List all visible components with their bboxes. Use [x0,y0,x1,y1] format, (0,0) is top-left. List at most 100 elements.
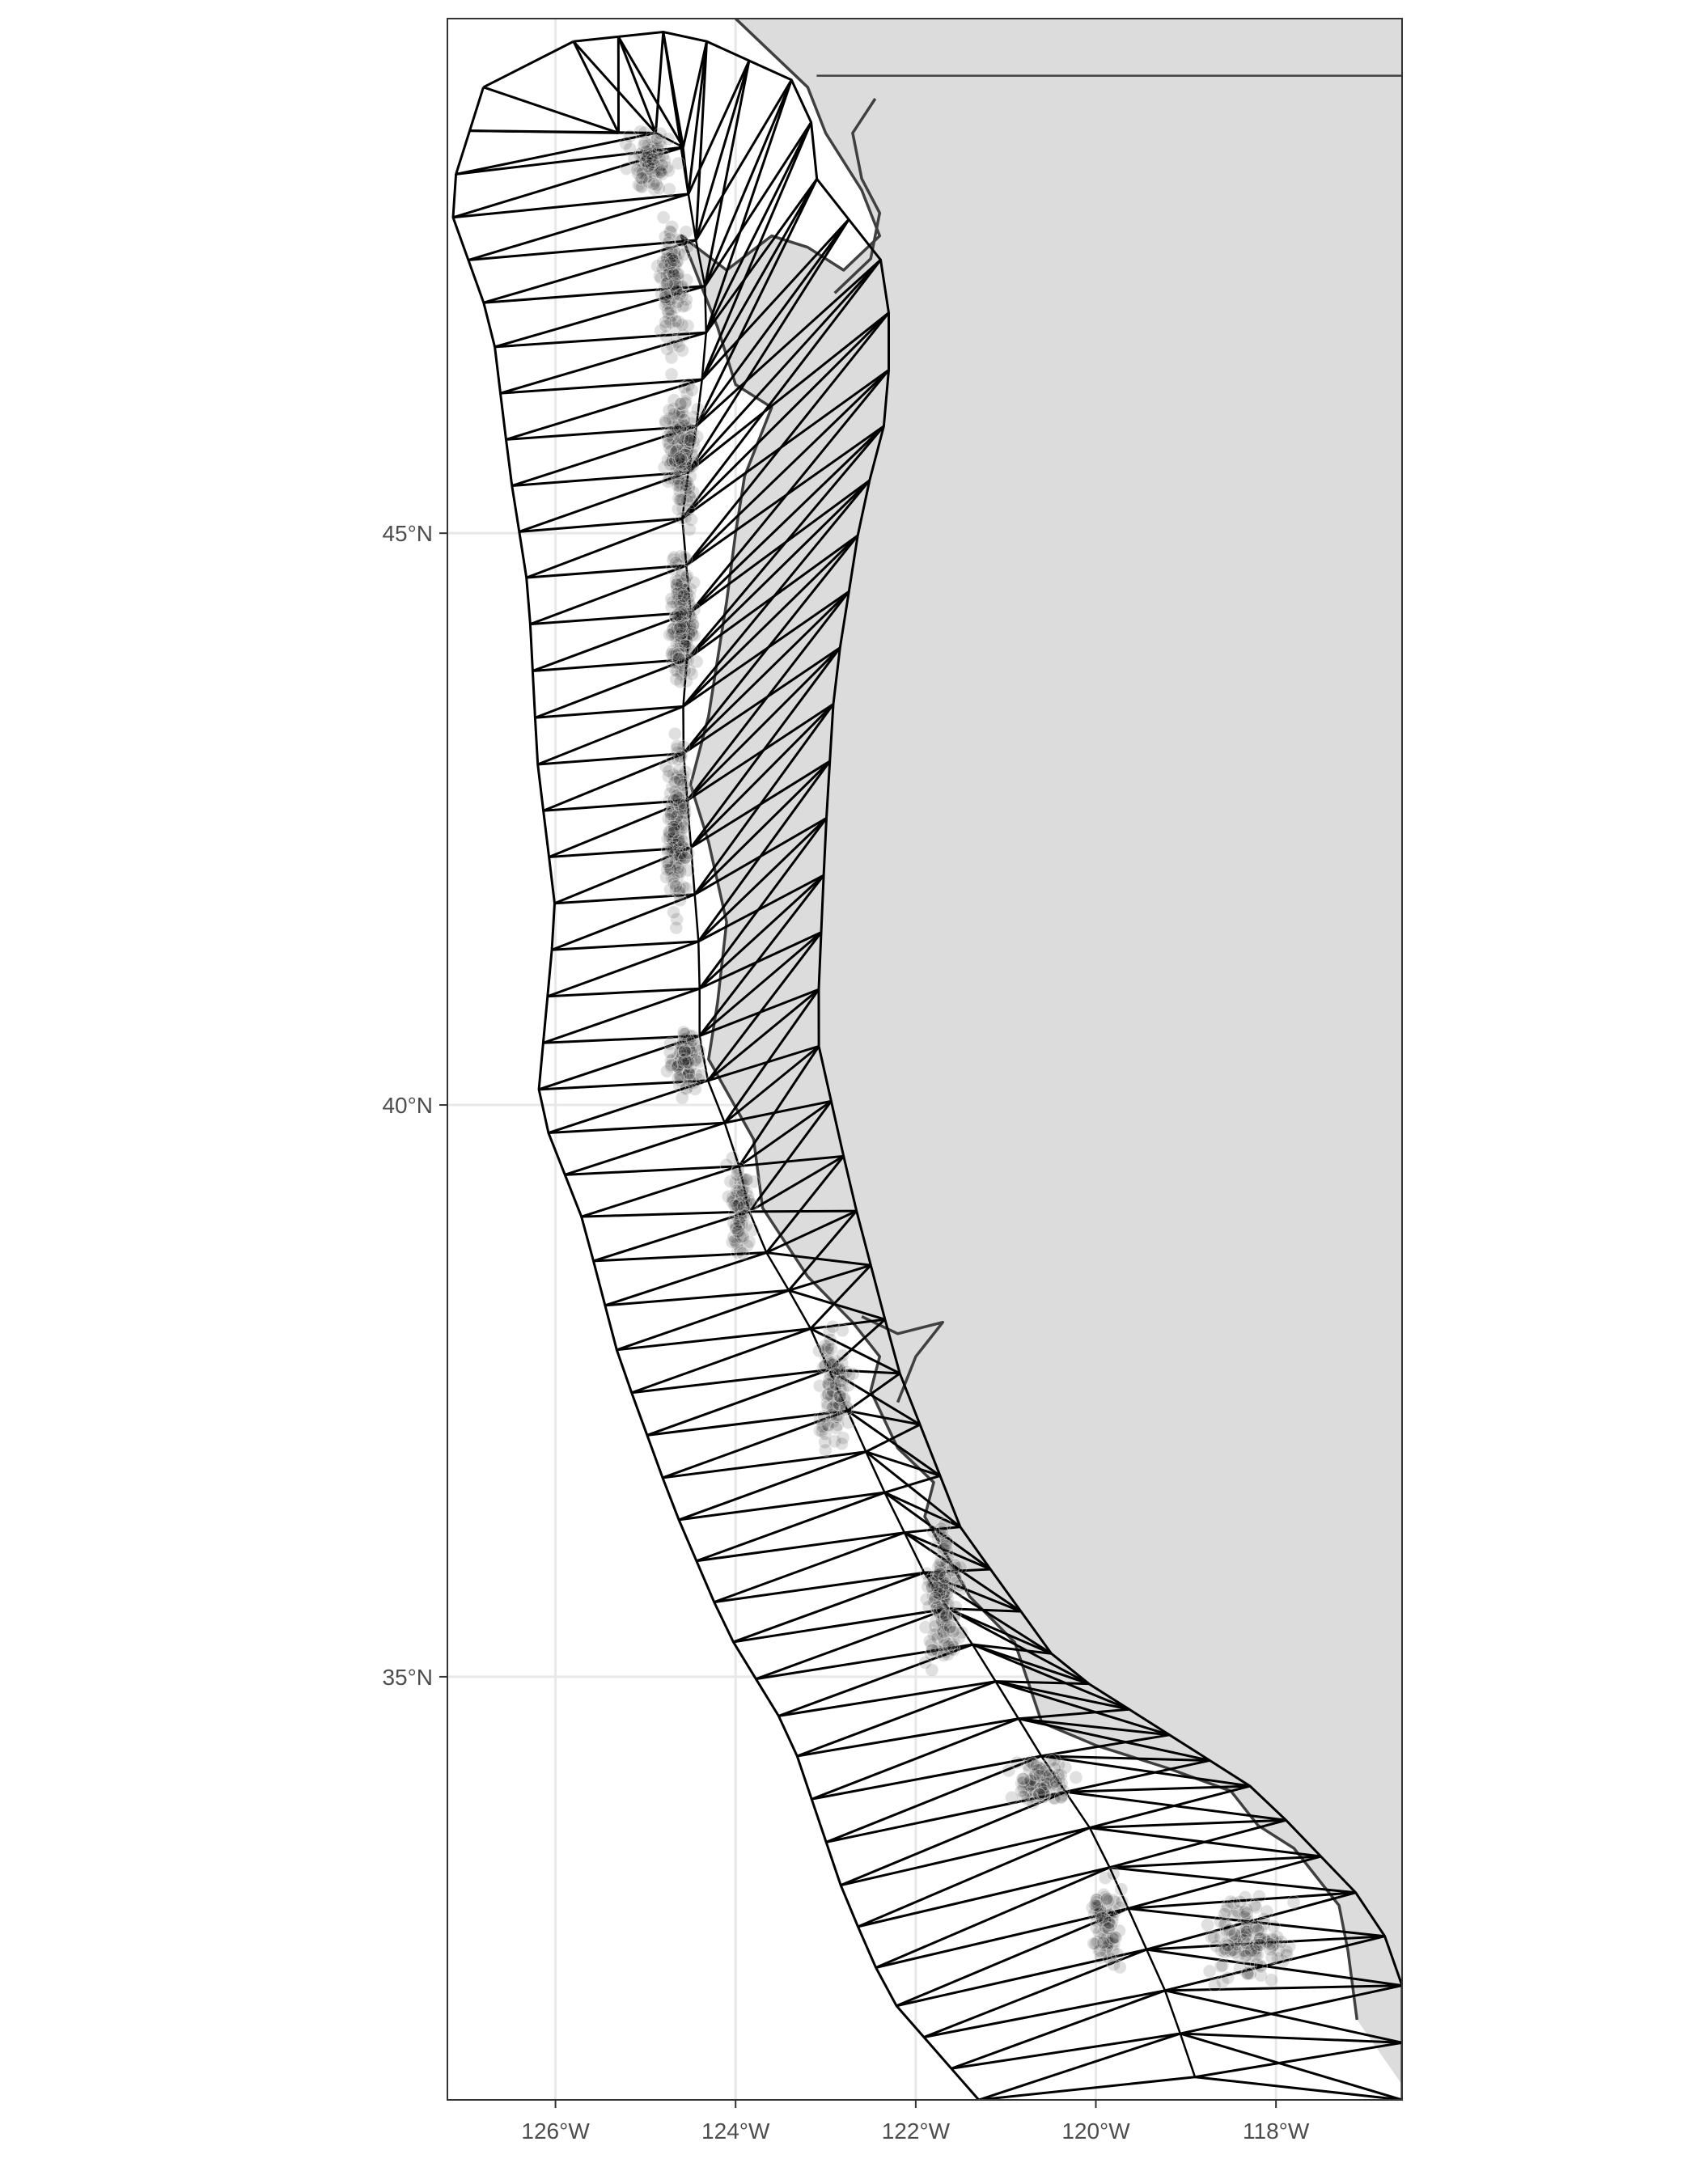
survey-point [1269,1936,1284,1950]
survey-point [664,430,679,444]
survey-point [1242,1945,1256,1959]
survey-point [682,523,697,537]
survey-point [1201,1918,1215,1932]
survey-point [667,393,681,408]
survey-point [1250,1948,1265,1962]
survey-point [650,259,665,273]
survey-point [679,478,693,493]
survey-point [1220,1899,1235,1914]
mesh-edge [565,1165,739,1176]
mesh-edge [631,1368,829,1395]
survey-point [931,1572,946,1585]
survey-point [667,819,681,833]
survey-point [671,751,685,766]
survey-point [726,1150,739,1165]
survey-point [1226,1943,1240,1958]
survey-point [1239,1928,1254,1942]
survey-point [727,1198,742,1213]
survey-point [1015,1771,1030,1786]
survey-point [669,645,684,660]
survey-point [672,339,687,353]
survey-point [1213,1930,1227,1945]
mesh-east-boundary [573,30,1402,2100]
survey-point [678,442,693,457]
survey-point [828,1434,842,1449]
survey-point [733,1207,748,1221]
survey-point [643,143,658,157]
mesh-edge [693,703,835,895]
survey-point [668,466,682,480]
survey-point [680,1051,695,1065]
survey-point [684,1047,699,1061]
survey-point [676,841,691,856]
survey-point [680,601,693,616]
survey-point [679,1081,693,1096]
survey-point [672,1078,687,1093]
survey-point [684,612,699,626]
survey-point [674,815,688,829]
mesh-edge [765,1155,845,1254]
survey-point [676,607,690,622]
survey-point [644,149,659,163]
survey-point [939,1636,954,1651]
survey-point [675,1044,688,1059]
survey-point [673,578,688,592]
survey-point [651,162,666,176]
survey-point [643,150,658,163]
survey-point [1099,1945,1113,1959]
survey-point [935,1595,950,1610]
survey-point [672,557,685,572]
survey-point [659,281,674,296]
mesh-edge [811,1717,1019,1801]
mesh-edge [698,931,823,1037]
survey-point [952,1578,967,1593]
mesh-edge [701,218,850,381]
survey-point [1040,1776,1054,1791]
survey-point [812,1412,827,1426]
mesh-edge [548,1121,725,1135]
survey-point [743,1197,757,1212]
survey-point [932,1577,947,1591]
survey-point [731,1199,745,1213]
mesh-north-cap [482,40,574,89]
survey-point [633,125,647,139]
survey-point [937,1592,951,1606]
mesh-edge [548,1079,709,1134]
survey-point [735,1217,749,1231]
survey-point [619,162,633,176]
survey-point [926,1643,940,1657]
survey-point [667,423,681,438]
mesh-edge [701,178,819,380]
survey-point [1249,1957,1264,1971]
survey-point [650,146,664,160]
survey-point [681,1052,696,1066]
survey-point [955,1625,969,1640]
mesh-edge [483,285,705,304]
survey-point [1087,1936,1101,1951]
survey-point [663,804,677,819]
survey-point [737,1194,752,1208]
survey-point [671,1060,685,1074]
survey-point [812,1378,827,1393]
survey-point [933,1557,947,1572]
survey-point [669,817,684,832]
survey-point [933,1583,947,1598]
survey-point [1242,1917,1256,1932]
survey-point [672,609,687,624]
survey-point [939,1587,954,1602]
survey-point [672,455,686,470]
survey-point [673,849,688,863]
survey-point [731,1185,745,1200]
survey-point [831,1410,845,1424]
x-tick-label: 120°W [1061,2118,1130,2144]
mesh-edge [995,1680,1129,1711]
survey-point [947,1569,962,1584]
mesh-edge [593,1210,750,1263]
survey-point [944,1642,959,1657]
survey-point [663,256,678,271]
survey-point [1222,1924,1236,1938]
survey-point [845,1366,860,1381]
survey-point [681,1056,696,1070]
survey-point [820,1399,835,1413]
survey-point [677,820,691,835]
